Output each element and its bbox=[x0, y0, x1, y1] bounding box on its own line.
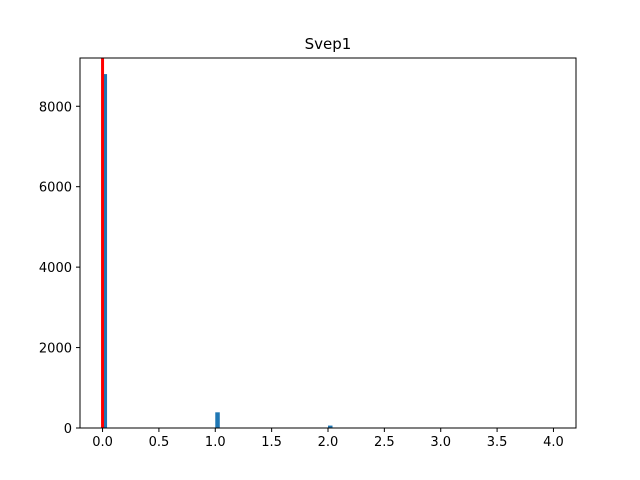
y-tick-label: 0 bbox=[64, 422, 72, 437]
y-tick-label: 8000 bbox=[39, 100, 72, 115]
bars-group bbox=[102, 74, 333, 428]
x-tick-label: 3.5 bbox=[487, 435, 508, 450]
x-tick-label: 1.0 bbox=[205, 435, 226, 450]
x-tick-label: 1.5 bbox=[261, 435, 282, 450]
plot-frame bbox=[79, 57, 577, 429]
y-tick-label: 4000 bbox=[39, 261, 72, 276]
x-tick-label: 0.0 bbox=[92, 435, 113, 450]
x-tick-label: 3.0 bbox=[430, 435, 451, 450]
histogram-bar bbox=[215, 412, 220, 428]
x-tick-label: 0.5 bbox=[149, 435, 170, 450]
chart-title: Svep1 bbox=[305, 35, 352, 53]
y-tick-label: 2000 bbox=[39, 342, 72, 357]
y-tick-label: 6000 bbox=[39, 181, 72, 196]
histogram-bar bbox=[328, 425, 333, 428]
x-axis-ticks: 0.0 0.5 1.0 1.5 2.0 2.5 3.0 3.5 4.0 bbox=[92, 428, 564, 450]
x-tick-label: 2.5 bbox=[374, 435, 395, 450]
x-tick-label: 2.0 bbox=[318, 435, 339, 450]
x-tick-label: 4.0 bbox=[543, 435, 564, 450]
y-axis-ticks: 0 2000 4000 6000 8000 bbox=[39, 100, 80, 437]
histogram-bar bbox=[102, 74, 108, 428]
